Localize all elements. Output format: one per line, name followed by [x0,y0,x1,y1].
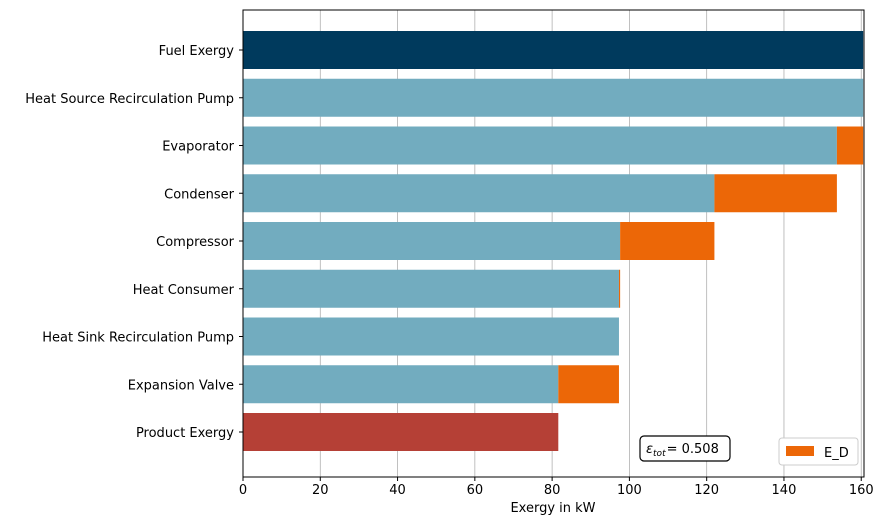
annotation-subscript: tot [653,449,666,459]
legend: E_D [778,437,859,466]
bar-exergy-destruction [558,365,619,404]
x-tick-label: 0 [239,483,247,498]
y-tick-label: Evaporator [162,140,234,155]
bar-fuel [243,31,864,69]
bar-stage [243,365,559,404]
x-tick-label: 100 [617,483,642,498]
y-axis-ticks: Fuel Exergy Heat Source Recirculation Pum… [25,44,243,441]
plot-frame [242,9,865,478]
bar-stage [243,78,864,117]
bar-exergy-destruction [620,222,715,260]
y-tick-label: Compressor [156,235,235,250]
x-tick-label: 120 [694,483,719,498]
bar-product [243,413,559,451]
x-tick-label: 80 [544,483,561,498]
y-tick-label: Heat Source Recirculation Pump [25,92,234,107]
x-axis-ticks: 0 20 40 60 80 100 120 140 160 [239,477,874,498]
bar-stage [243,222,621,260]
annotation-text: εtot= 0.508 [646,442,719,459]
x-tick-label: 160 [849,483,874,498]
efficiency-annotation: εtot= 0.508 [639,435,731,462]
y-tick-label: Expansion Valve [128,378,234,393]
x-axis-label: Exergy in kW [510,501,595,516]
bars [243,31,864,451]
x-tick-label: 40 [389,483,406,498]
annotation-box [639,435,731,462]
annotation-symbol: ε [646,442,653,457]
y-tick-label: Heat Sink Recirculation Pump [42,331,234,346]
bar-stage [243,126,837,165]
y-tick-label: Fuel Exergy [159,44,235,59]
y-tick-label: Condenser [164,187,235,202]
bar-exergy-destruction [836,126,864,165]
bar-stage [243,269,619,308]
bar-stage [243,174,715,213]
legend-box [778,437,859,466]
x-tick-label: 20 [312,483,329,498]
bar-exergy-destruction [618,269,621,308]
legend-swatch-ed [786,446,814,456]
legend-label-ed: E_D [824,446,849,461]
x-tick-label: 60 [467,483,484,498]
y-tick-label: Heat Consumer [133,283,235,298]
y-tick-label: Product Exergy [136,426,234,441]
x-tick-label: 140 [772,483,797,498]
annotation-value: = 0.508 [667,442,719,457]
bar-stage [243,317,619,356]
bar-exergy-destruction [714,174,837,213]
